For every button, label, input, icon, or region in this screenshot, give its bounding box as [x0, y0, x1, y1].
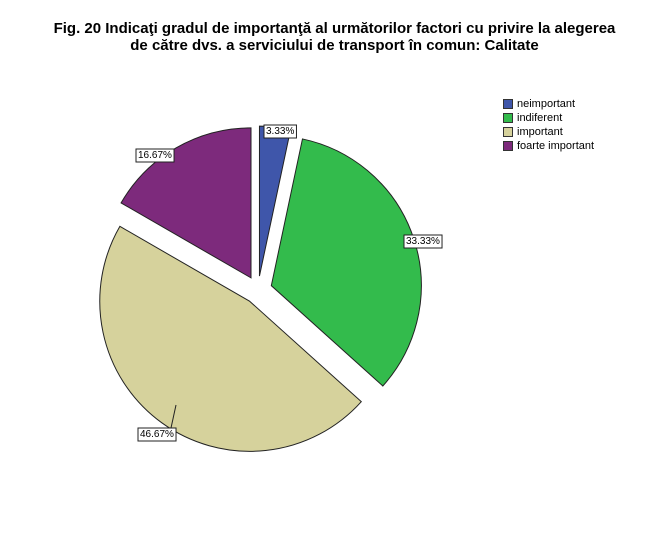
pie-slice-foarte-important — [120, 127, 252, 279]
legend-label: important — [517, 126, 563, 138]
legend-label: neimportant — [517, 98, 576, 110]
data-label-neimportant: 3.33% — [263, 124, 297, 139]
legend-item: important — [503, 125, 594, 139]
legend-swatch — [503, 127, 513, 137]
data-label-box — [135, 148, 175, 163]
legend-swatch — [503, 113, 513, 123]
label-leader-line — [170, 404, 177, 429]
data-label-text: 46.67% — [140, 429, 174, 440]
legend-label: indiferent — [517, 112, 563, 124]
data-label-box — [403, 234, 443, 249]
legend-item: neimportant — [503, 97, 594, 111]
chart-title-line-1: Fig. 20 Indicaţi gradul de importanţă al… — [53, 20, 616, 37]
data-label-box — [137, 427, 177, 442]
pie-slice-important — [99, 225, 362, 452]
legend-item: foarte important — [503, 139, 594, 153]
data-label-foarte-important: 16.67% — [135, 148, 175, 163]
legend-swatch — [503, 99, 513, 109]
legend-item: indiferent — [503, 111, 594, 125]
data-label-text: 3.33% — [266, 126, 294, 137]
legend-label: foarte important — [517, 140, 595, 152]
data-label-text: 16.67% — [138, 150, 172, 161]
chart-legend: neimportant indiferent important foarte imp… — [503, 97, 594, 153]
data-label-text: 33.33% — [406, 236, 440, 247]
chart-title-line-2: de către dvs. a serviciului de transport… — [130, 37, 539, 54]
data-label-box — [263, 124, 297, 139]
legend-swatch — [503, 141, 513, 151]
data-label-important: 46.67% — [137, 427, 177, 442]
data-label-indiferent: 33.33% — [403, 234, 443, 249]
chart-title: Fig. 20 Indicaţi gradul de importanţă al… — [0, 20, 669, 54]
